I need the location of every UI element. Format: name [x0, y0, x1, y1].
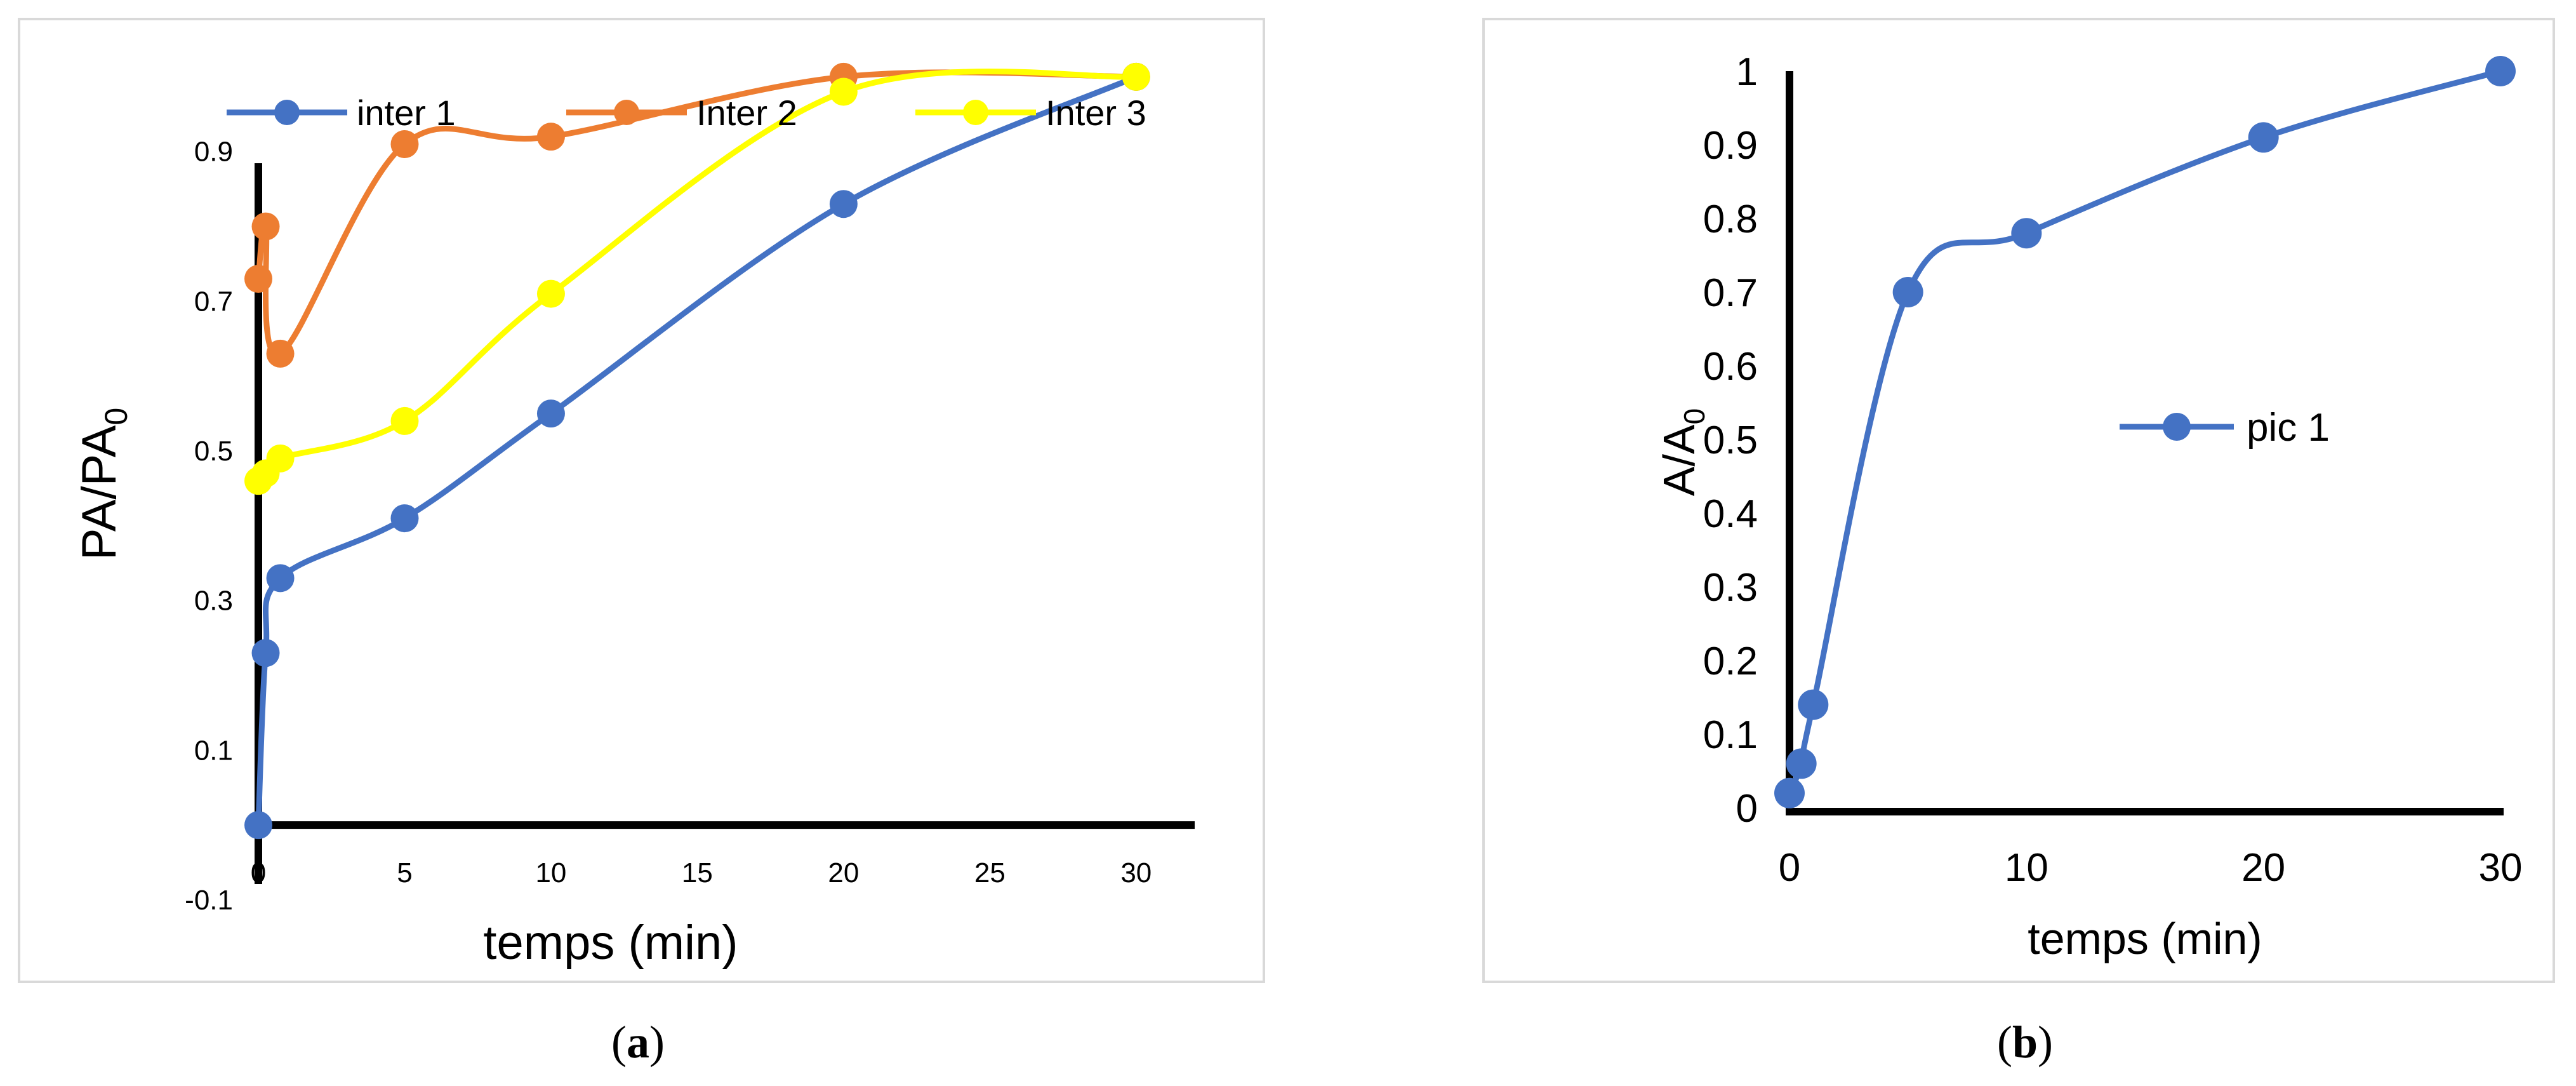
data-point-series-3 [390, 406, 419, 435]
data-point-series-2 [251, 212, 280, 241]
chart-panel-a: -0.1 0.1 0.3 0.5 0.7 0.9 0 5 10 15 20 25 30 temps (mi… [18, 18, 1265, 983]
x-tick-label: 30 [2479, 846, 2523, 890]
caption-a: (a) [611, 1017, 665, 1068]
data-point-series-3 [829, 77, 858, 106]
y-axis-title-subscript: 0 [1678, 408, 1711, 425]
y-tick-label: -0.1 [185, 885, 233, 916]
caption-b-label: b [2012, 1017, 2038, 1068]
series-line-3 [256, 69, 1137, 483]
data-point-series-1 [2248, 122, 2279, 153]
y-tick-label: 0.1 [1703, 713, 1758, 757]
data-point-series-1 [1892, 277, 1923, 307]
y-tick-label: 0.7 [194, 286, 233, 317]
x-tick-label: 25 [974, 857, 1006, 888]
y-tick-label: 0.9 [1703, 124, 1758, 168]
y-axis-title-subscript: 0 [98, 408, 134, 426]
legend-marker-2 [614, 100, 639, 125]
data-point-series-1 [2011, 218, 2042, 249]
x-axis-title: temps (min) [2028, 914, 2262, 963]
y-tick-label: 0.7 [1703, 271, 1758, 315]
data-point-series-1 [390, 504, 419, 533]
data-point-series-1 [1798, 689, 1829, 720]
x-axis-title: temps (min) [483, 916, 738, 970]
data-point-series-1 [266, 564, 295, 593]
series-line-1 [1786, 68, 2502, 794]
data-point-series-2 [266, 339, 295, 368]
data-point-series-1 [1774, 777, 1805, 808]
y-tick-label: 0.4 [1703, 492, 1758, 536]
x-tick-label: 20 [2241, 846, 2285, 890]
data-point-series-1 [829, 190, 858, 218]
y-tick-label: 0.5 [1703, 419, 1758, 462]
chart-a-svg: -0.1 0.1 0.3 0.5 0.7 0.9 0 5 10 15 20 25 30 temps (mi… [72, 62, 1195, 970]
y-tick-label: 0 [1736, 787, 1758, 831]
y-tick-label: 0.2 [1703, 640, 1758, 683]
data-point-series-2 [536, 123, 565, 151]
x-tick-label: 5 [397, 857, 412, 888]
chart-b-svg: 00.10.20.30.40.50.60.70.80.910 10 20 30temp… [1654, 50, 2523, 963]
y-tick-label: 0.3 [1703, 566, 1758, 610]
y-tick-label: 0.3 [194, 586, 233, 617]
legend-label-3: Inter 3 [1046, 93, 1146, 133]
series-line-2 [255, 69, 1136, 358]
data-point-series-1 [251, 639, 280, 667]
y-tick-label: 0.8 [1703, 198, 1758, 241]
data-point-series-2 [244, 265, 272, 293]
y-tick-label: 0.1 [194, 735, 233, 766]
data-point-series-3 [536, 279, 565, 308]
data-point-series-1 [1786, 748, 1817, 779]
x-tick-label: 0 [1779, 846, 1800, 890]
chart-panel-b: 0 0.1 0.2 0.3 0.4 0.5 0.6 0.7 0.8 0.9 1 0 10 20 30 temp… [1482, 18, 2555, 983]
y-tick-label: 1 [1736, 50, 1758, 94]
legend-label-1: inter 1 [357, 93, 456, 133]
legend-marker-3 [963, 100, 988, 125]
data-point-series-3 [1122, 62, 1150, 91]
y-axis-title: PA/PA0 [72, 408, 134, 560]
legend-label-1: pic 1 [2247, 406, 2330, 450]
x-tick-label: 0 [251, 857, 266, 888]
data-point-series-2 [390, 130, 419, 158]
x-tick-label: 15 [682, 857, 713, 888]
x-tick-label: 10 [535, 857, 566, 888]
y-tick-label: 0.6 [1703, 345, 1758, 389]
caption-a-label: a [627, 1017, 649, 1068]
data-point-series-1 [536, 399, 565, 428]
y-axis-title: A/A0 [1654, 408, 1711, 496]
x-tick-label: 20 [828, 857, 859, 888]
data-point-series-3 [266, 444, 295, 473]
legend-marker-1 [274, 100, 300, 125]
data-point-series-1 [2485, 56, 2516, 86]
y-tick-label: 0.5 [194, 436, 233, 467]
data-point-series-1 [244, 811, 272, 840]
x-tick-label: 30 [1120, 857, 1152, 888]
series-line-1 [255, 74, 1138, 826]
legend-label-2: Inter 2 [696, 93, 797, 133]
caption-b: (b) [1996, 1017, 2053, 1068]
x-tick-label: 10 [2005, 846, 2048, 890]
legend-marker-1 [2163, 413, 2191, 441]
y-tick-label: 0.9 [194, 137, 233, 168]
